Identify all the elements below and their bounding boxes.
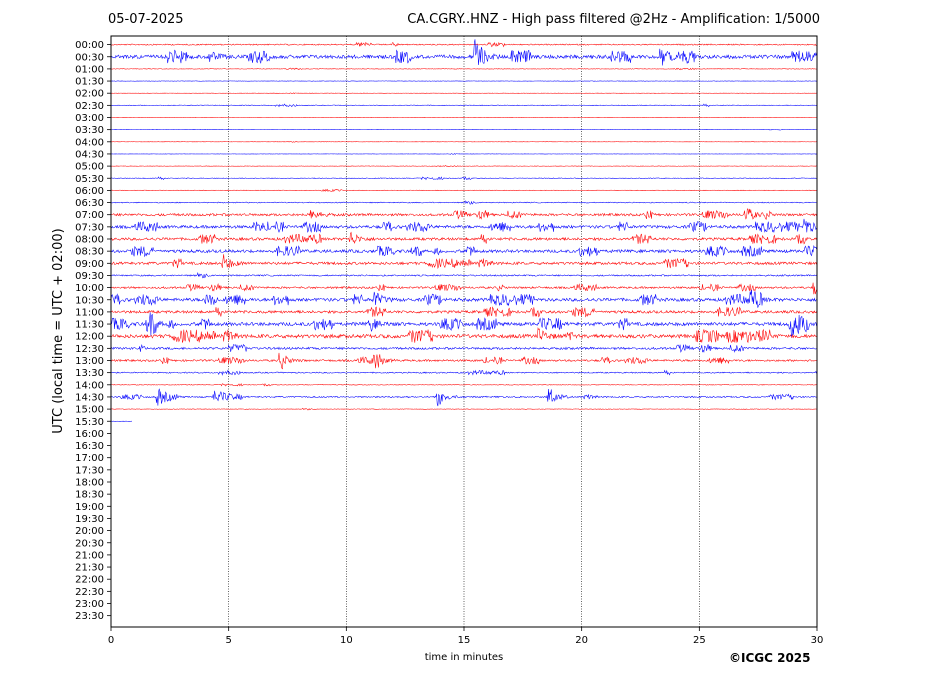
trace-row-1200 [110,327,817,344]
trace-row-0100 [110,67,817,71]
y-tick-label: 11:00 [75,307,104,318]
y-tick-label: 18:00 [75,478,104,489]
y-tick-label: 10:30 [75,295,104,306]
y-tick-label: 21:30 [75,563,104,574]
trace-row-0200 [110,92,817,94]
y-tick-label: 17:30 [75,465,104,476]
y-tick-label: 23:30 [75,611,104,622]
y-tick-label: 05:30 [75,174,104,185]
date-label: 05-07-2025 [108,12,184,27]
trace-row-1000 [110,282,817,295]
trace-row-1130 [110,312,817,337]
y-tick-label: 08:00 [75,235,104,246]
trace-row-0400 [110,141,817,143]
y-tick-label: 11:30 [75,320,104,331]
y-tick-label: 13:00 [75,356,104,367]
trace-row-1430 [110,388,817,407]
x-axis-label: time in minutes [425,652,504,663]
x-tick-label: 30 [811,635,824,646]
y-tick-label: 14:00 [75,380,104,391]
trace-row-0930 [110,271,817,279]
y-tick-label: 01:00 [75,64,104,75]
y-tick-label: 07:00 [75,210,104,221]
y-tick-label: 06:00 [75,186,104,197]
y-tick-label: 01:30 [75,77,104,88]
trace-row-1330 [110,369,817,376]
y-tick-label: 00:00 [75,40,104,51]
trace-row-0630 [110,200,817,205]
trace-row-0430 [110,153,817,155]
trace-row-0230 [110,103,817,108]
y-axis-label: UTC (local time = UTC + 02:00) [51,228,66,433]
y-tick-label: 15:30 [75,417,104,428]
x-tick-label: 0 [108,635,114,646]
trace-row-0330 [110,128,817,131]
y-tick-label: 14:30 [75,392,104,403]
x-axis-ticks: 0 5 10 15 20 25 30 [108,627,824,646]
x-tick-label: 15 [458,635,471,646]
chart-title: CA.CGRY..HNZ - High pass filtered @2Hz -… [407,12,820,27]
trace-row-1030 [110,289,817,308]
seismic-traces [110,39,817,422]
y-tick-label: 02:00 [75,89,104,100]
trace-row-0700 [110,208,817,220]
y-tick-label: 19:30 [75,514,104,525]
trace-row-0830 [110,244,817,258]
y-tick-label: 22:00 [75,575,104,586]
trace-row-1500 [110,407,817,411]
y-tick-label: 03:30 [75,125,104,136]
y-tick-label: 00:30 [75,52,104,63]
y-tick-label: 16:00 [75,429,104,440]
y-tick-label: 17:00 [75,453,104,464]
copyright-label: ©ICGC 2025 [729,651,811,665]
trace-row-0000 [110,41,817,48]
y-tick-label: 23:00 [75,599,104,610]
y-tick-label: 09:00 [75,259,104,270]
trace-row-0530 [110,176,817,181]
y-tick-label: 08:30 [75,247,104,258]
y-tick-label: 04:00 [75,137,104,148]
trace-row-1100 [110,306,817,318]
x-tick-label: 10 [340,635,353,646]
y-tick-label: 19:00 [75,502,104,513]
y-tick-label: 16:30 [75,441,104,452]
y-tick-label: 07:30 [75,222,104,233]
y-tick-label: 15:00 [75,405,104,416]
y-tick-label: 18:30 [75,490,104,501]
y-tick-label: 20:30 [75,538,104,549]
x-tick-label: 5 [225,635,231,646]
y-tick-label: 12:00 [75,332,104,343]
y-tick-label: 12:30 [75,344,104,355]
y-tick-label: 10:00 [75,283,104,294]
trace-row-1400 [110,383,817,387]
y-tick-label: 22:30 [75,587,104,598]
y-tick-label: 03:00 [75,113,104,124]
y-tick-label: 13:30 [75,368,104,379]
y-tick-label: 21:00 [75,550,104,561]
trace-row-0030 [110,39,817,66]
trace-row-0600 [110,188,817,193]
x-tick-label: 20 [575,635,588,646]
trace-row-0800 [110,231,817,245]
y-tick-label: 20:00 [75,526,104,537]
x-tick-label: 25 [693,635,706,646]
y-tick-label: 09:30 [75,271,104,282]
trace-row-0500 [110,165,817,168]
y-tick-label: 06:30 [75,198,104,209]
trace-row-0730 [110,218,817,234]
trace-row-1300 [110,352,817,370]
trace-row-0900 [110,254,817,270]
y-tick-label: 02:30 [75,101,104,112]
plot-frame [110,35,818,628]
y-tick-label: 04:30 [75,149,104,160]
vertical-gridlines [228,36,700,627]
trace-row-1230 [110,344,817,353]
y-tick-label: 05:00 [75,162,104,173]
